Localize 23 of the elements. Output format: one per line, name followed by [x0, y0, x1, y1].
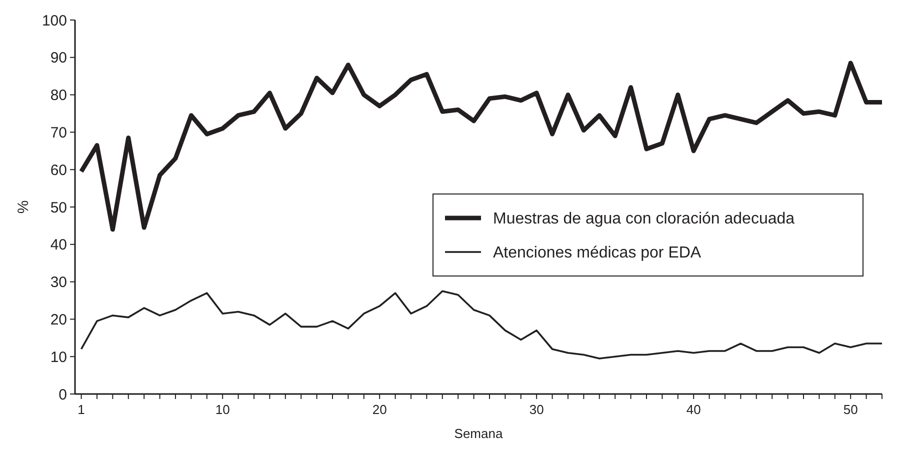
y-tick-label: 30 — [50, 274, 67, 292]
y-tick-label: 20 — [50, 311, 67, 328]
line-series — [80, 290, 883, 360]
y-axis-title: % — [15, 200, 32, 214]
y-tick-label: 70 — [50, 124, 67, 142]
x-tick-label: 10 — [215, 402, 230, 417]
x-tick-label: 1 — [78, 402, 85, 417]
x-axis-title: Semana — [454, 426, 504, 441]
y-tick-label: 90 — [50, 50, 67, 67]
x-tick-label: 40 — [686, 402, 701, 417]
y-tick-label: 10 — [50, 348, 67, 366]
y-tick-label: 60 — [50, 162, 67, 179]
legend-label: Muestras de agua con cloración adecuada — [493, 210, 795, 228]
legend-label: Atenciones médicas por EDA — [493, 244, 702, 262]
y-tick-label: 50 — [50, 199, 67, 216]
x-tick-label: 50 — [843, 402, 858, 417]
y-tick-label: 0 — [58, 386, 67, 404]
x-tick-label: 30 — [529, 402, 544, 417]
line-series — [79, 60, 884, 232]
y-tick-label: 100 — [42, 12, 67, 30]
y-tick-label: 80 — [50, 87, 67, 104]
x-tick-label: 20 — [372, 402, 387, 417]
y-tick-label: 40 — [50, 236, 67, 254]
